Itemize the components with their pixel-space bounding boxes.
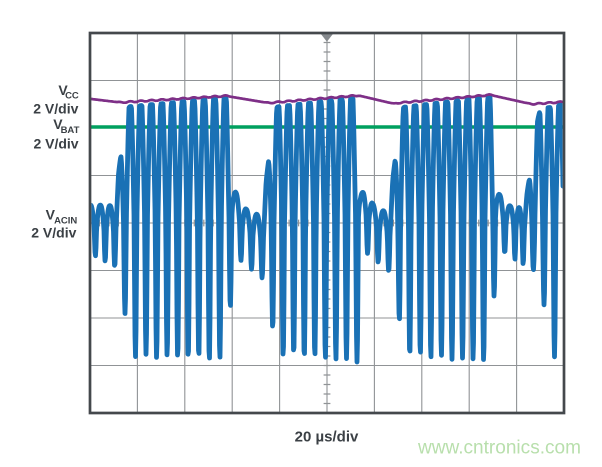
svg-text:20 µs/div: 20 µs/div xyxy=(295,429,359,446)
svg-text:www.cntronics.com: www.cntronics.com xyxy=(417,438,581,459)
svg-text:V: V xyxy=(46,206,56,222)
svg-text:BAT: BAT xyxy=(61,125,80,136)
svg-text:V: V xyxy=(58,82,68,98)
svg-text:CC: CC xyxy=(65,91,79,102)
svg-text:2 V/div: 2 V/div xyxy=(33,135,78,151)
svg-text:2 V/div: 2 V/div xyxy=(33,101,78,117)
svg-text:V: V xyxy=(53,116,63,132)
svg-text:ACIN: ACIN xyxy=(54,215,77,226)
svg-text:2 V/div: 2 V/div xyxy=(31,224,76,240)
